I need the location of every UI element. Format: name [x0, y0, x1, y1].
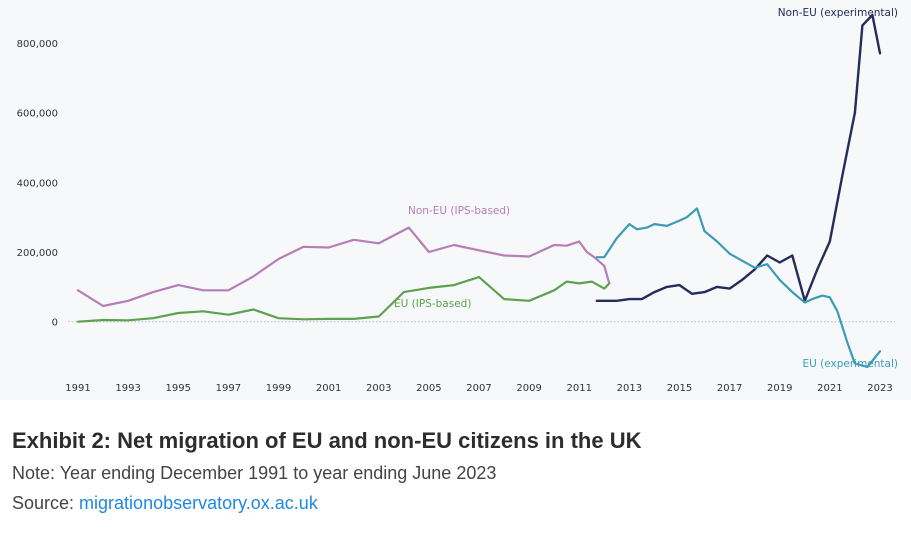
x-tick-label: 2017 — [717, 383, 742, 394]
y-tick-label: 0 — [52, 318, 58, 329]
y-tick-label: 200,000 — [17, 248, 58, 259]
x-tick-label: 1993 — [115, 383, 140, 394]
x-tick-label: 1999 — [266, 383, 291, 394]
chart-caption-title: Exhibit 2: Net migration of EU and non-E… — [12, 428, 642, 453]
x-tick-label: 2023 — [867, 383, 892, 394]
x-tick-label: 2015 — [667, 383, 692, 394]
x-tick-label: 2021 — [817, 383, 842, 394]
chart-source: Source: migrationobservatory.ox.ac.uk — [12, 493, 902, 514]
chart-area: 0 200,000 400,000 600,000 800,000 1991 1993 199… — [16, 7, 898, 394]
series-annotation: Non-EU (IPS-based) — [408, 205, 510, 217]
series-annotation: EU (IPS-based) — [394, 298, 471, 310]
line-chart: 0 200,000 400,000 600,000 800,000 1991 1993 199… — [17, 7, 898, 394]
caption: Exhibit 2: Net migration of EU and non-E… — [12, 428, 902, 514]
x-tick-label: 1995 — [166, 383, 191, 394]
y-tick-label: 600,000 — [17, 109, 58, 120]
series-line — [595, 207, 882, 369]
x-tick-label: 2003 — [366, 383, 391, 394]
series-line — [76, 226, 611, 308]
y-tick-label: 800,000 — [17, 39, 58, 50]
series-line — [76, 276, 611, 323]
x-tick-label: 2005 — [416, 383, 441, 394]
x-tick-label: 2013 — [617, 383, 642, 394]
source-link[interactable]: migrationobservatory.ox.ac.uk — [79, 493, 318, 513]
x-tick-label: 1997 — [216, 383, 241, 394]
series-line — [595, 13, 882, 302]
x-tick-label: 2001 — [316, 383, 341, 394]
x-tick-label: 1991 — [65, 383, 90, 394]
x-tick-label: 2007 — [466, 383, 491, 394]
x-tick-label: 2009 — [516, 383, 541, 394]
series-annotation: Non-EU (experimental) — [778, 7, 898, 19]
x-tick-label: 2011 — [567, 383, 592, 394]
y-tick-label: 400,000 — [17, 178, 58, 189]
series-annotation: EU (experimental) — [802, 358, 898, 370]
x-tick-label: 2019 — [767, 383, 792, 394]
chart-note: Note: Year ending December 1991 to year … — [12, 463, 497, 483]
source-prefix: Source: — [12, 493, 80, 513]
